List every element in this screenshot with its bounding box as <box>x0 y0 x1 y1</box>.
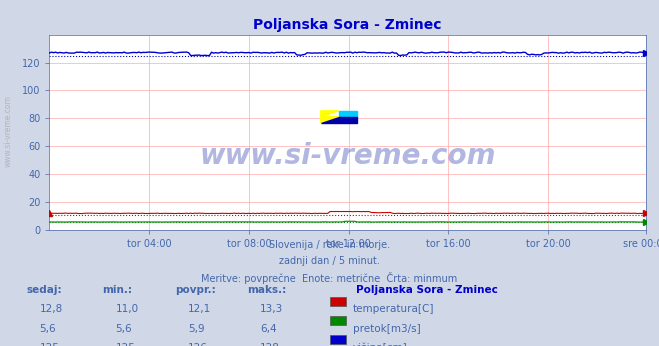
Polygon shape <box>321 117 339 122</box>
Text: Meritve: povprečne  Enote: metrične  Črta: minmum: Meritve: povprečne Enote: metrične Črta:… <box>202 272 457 284</box>
Text: 12,1: 12,1 <box>188 304 211 315</box>
Text: Slovenija / reke in morje.: Slovenija / reke in morje. <box>269 240 390 251</box>
Text: 125: 125 <box>115 343 135 346</box>
Polygon shape <box>321 117 357 122</box>
Text: temperatura[C]: temperatura[C] <box>353 304 434 315</box>
Polygon shape <box>339 111 357 117</box>
Text: min.:: min.: <box>102 285 132 295</box>
Text: Poljanska Sora - Zminec: Poljanska Sora - Zminec <box>356 285 498 295</box>
Text: 11,0: 11,0 <box>115 304 138 315</box>
Text: 5,6: 5,6 <box>115 324 132 334</box>
Text: 12,8: 12,8 <box>40 304 63 315</box>
Text: povpr.:: povpr.: <box>175 285 215 295</box>
Text: 13,3: 13,3 <box>260 304 283 315</box>
Polygon shape <box>321 111 339 117</box>
Title: Poljanska Sora - Zminec: Poljanska Sora - Zminec <box>253 18 442 32</box>
Text: sedaj:: sedaj: <box>26 285 62 295</box>
Text: 6,4: 6,4 <box>260 324 277 334</box>
Text: 5,6: 5,6 <box>40 324 56 334</box>
Text: www.si-vreme.com: www.si-vreme.com <box>200 142 496 170</box>
Text: višina[cm]: višina[cm] <box>353 343 407 346</box>
Text: maks.:: maks.: <box>247 285 287 295</box>
Text: www.si-vreme.com: www.si-vreme.com <box>3 95 13 167</box>
Text: zadnji dan / 5 minut.: zadnji dan / 5 minut. <box>279 256 380 266</box>
Text: 126: 126 <box>188 343 208 346</box>
Text: 5,9: 5,9 <box>188 324 204 334</box>
Text: 125: 125 <box>40 343 59 346</box>
Text: pretok[m3/s]: pretok[m3/s] <box>353 324 420 334</box>
Text: 128: 128 <box>260 343 280 346</box>
